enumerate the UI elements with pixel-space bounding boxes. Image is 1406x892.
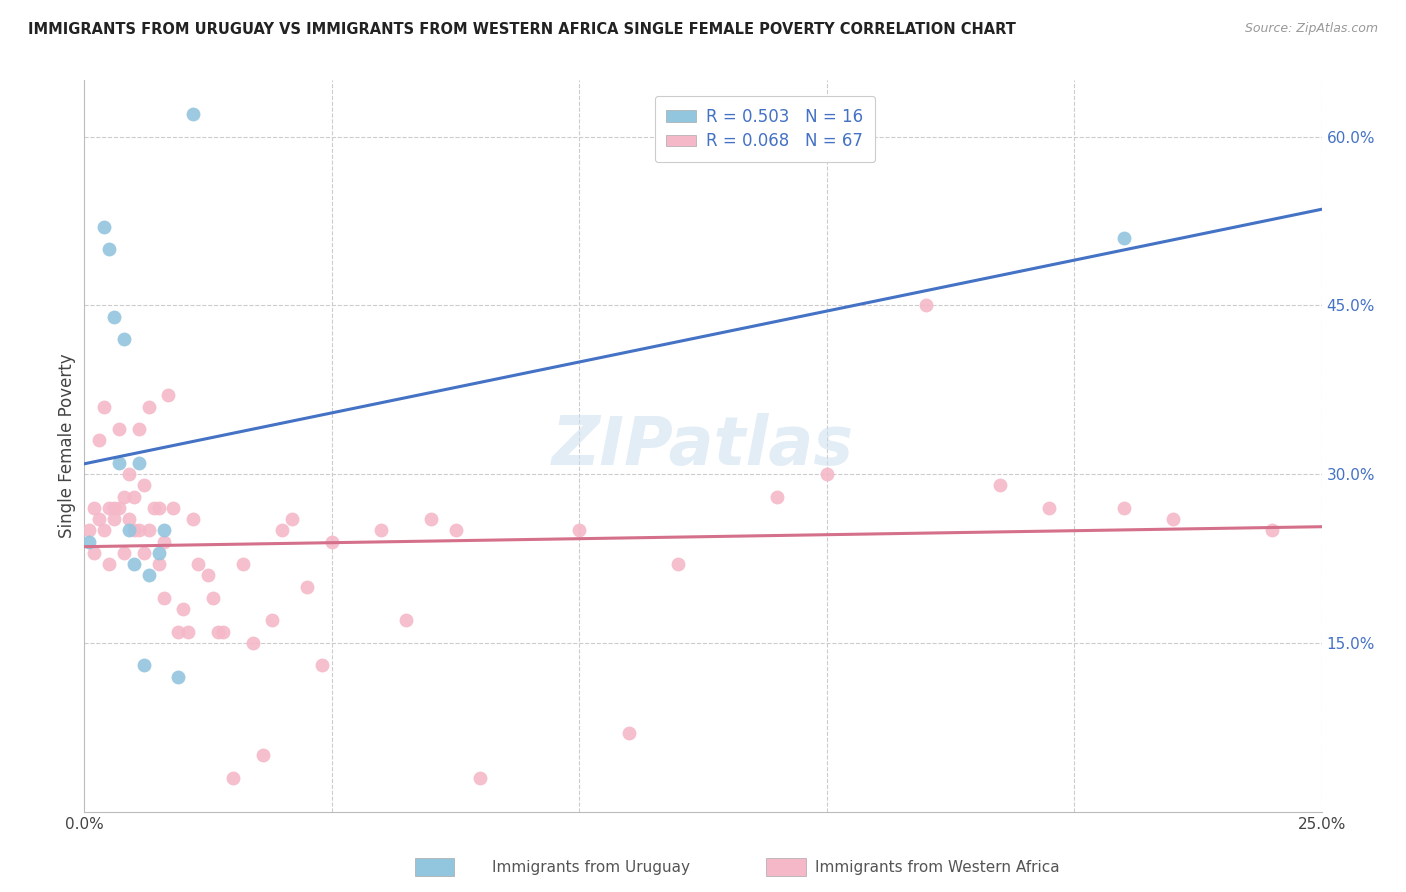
Point: [98, 557, 121, 571]
Text: ZIPatlas: ZIPatlas: [553, 413, 853, 479]
Point: [142, 500, 165, 515]
Point: [132, 658, 155, 673]
Legend: R = 0.503   N = 16, R = 0.068   N = 67: R = 0.503 N = 16, R = 0.068 N = 67: [655, 96, 875, 162]
Point: [311, 658, 333, 673]
Point: [181, 107, 204, 121]
Point: [112, 332, 135, 346]
Text: IMMIGRANTS FROM URUGUAY VS IMMIGRANTS FROM WESTERN AFRICA SINGLE FEMALE POVERTY : IMMIGRANTS FROM URUGUAY VS IMMIGRANTS FR…: [28, 22, 1017, 37]
Point: [132, 546, 155, 560]
Point: [470, 771, 492, 785]
Point: [79, 534, 101, 549]
Point: [152, 534, 174, 549]
Point: [83, 500, 105, 515]
Point: [232, 557, 254, 571]
Point: [444, 524, 467, 538]
Point: [568, 524, 591, 538]
Point: [666, 557, 689, 571]
Point: [281, 512, 304, 526]
Point: [152, 524, 174, 538]
Point: [79, 524, 101, 538]
Point: [167, 670, 190, 684]
Point: [252, 748, 274, 763]
Point: [122, 490, 145, 504]
Point: [295, 580, 318, 594]
Point: [103, 512, 125, 526]
Point: [242, 636, 264, 650]
Point: [132, 478, 155, 492]
Point: [197, 568, 219, 582]
Point: [118, 524, 141, 538]
Point: [1038, 500, 1060, 515]
Point: [118, 467, 141, 482]
Point: [108, 500, 131, 515]
Point: [262, 614, 284, 628]
Point: [207, 624, 229, 639]
Point: [162, 500, 184, 515]
Point: [138, 400, 160, 414]
Point: [138, 524, 160, 538]
Point: [172, 602, 194, 616]
Point: [118, 512, 141, 526]
Point: [1112, 231, 1135, 245]
Point: [128, 524, 150, 538]
Point: [112, 546, 135, 560]
Point: [321, 534, 343, 549]
Point: [177, 624, 200, 639]
Point: [202, 591, 225, 605]
Point: [148, 500, 170, 515]
Point: [108, 422, 131, 436]
Text: Immigrants from Uruguay: Immigrants from Uruguay: [492, 860, 690, 874]
Point: [157, 388, 180, 402]
Point: [122, 557, 145, 571]
Point: [187, 557, 209, 571]
Point: [93, 219, 115, 234]
Point: [148, 546, 170, 560]
Point: [988, 478, 1011, 492]
Point: [617, 726, 640, 740]
Point: [148, 557, 170, 571]
Point: [83, 546, 105, 560]
Point: [1261, 524, 1284, 538]
Point: [212, 624, 235, 639]
Point: [93, 400, 115, 414]
Point: [222, 771, 245, 785]
Point: [93, 524, 115, 538]
Point: [271, 524, 294, 538]
Point: [167, 624, 190, 639]
Point: [98, 500, 121, 515]
Point: [138, 568, 160, 582]
Point: [815, 467, 838, 482]
Point: [128, 422, 150, 436]
Point: [112, 490, 135, 504]
Text: Immigrants from Western Africa: Immigrants from Western Africa: [815, 860, 1060, 874]
Point: [419, 512, 441, 526]
Point: [766, 490, 789, 504]
Point: [128, 456, 150, 470]
Point: [122, 524, 145, 538]
Point: [89, 434, 111, 448]
Point: [395, 614, 418, 628]
Point: [89, 512, 111, 526]
Text: Source: ZipAtlas.com: Source: ZipAtlas.com: [1244, 22, 1378, 36]
Point: [103, 310, 125, 324]
Point: [181, 512, 204, 526]
Point: [98, 242, 121, 256]
Point: [152, 591, 174, 605]
Y-axis label: Single Female Poverty: Single Female Poverty: [58, 354, 76, 538]
Point: [108, 456, 131, 470]
Point: [103, 500, 125, 515]
Point: [914, 298, 936, 312]
Point: [1112, 500, 1135, 515]
Point: [1161, 512, 1184, 526]
Point: [370, 524, 392, 538]
